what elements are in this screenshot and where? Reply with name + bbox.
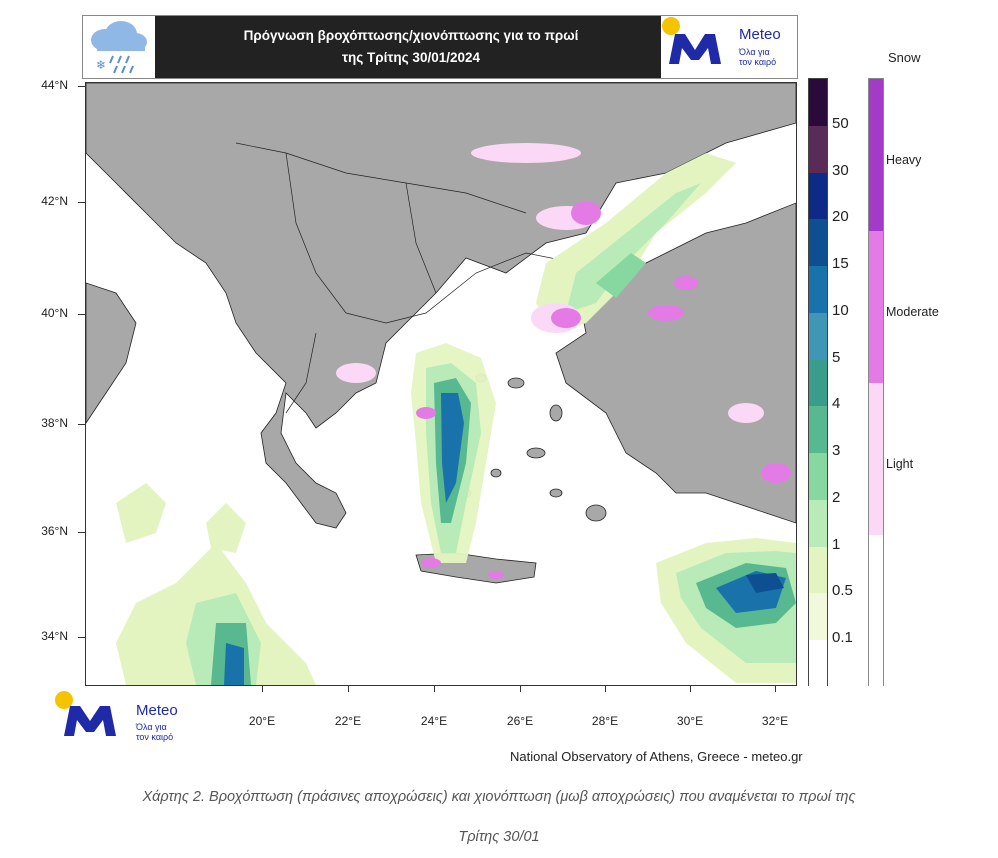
figure-caption-line-2: Τρίτης 30/01	[458, 829, 540, 845]
lat-label-40: 40°N	[41, 306, 68, 320]
lat-label-36: 36°N	[41, 524, 68, 538]
precip-colorbar	[808, 78, 828, 688]
meteo-logo-icon	[55, 691, 116, 736]
rain-southwest	[116, 483, 316, 685]
precip-colorbar-segment	[809, 593, 827, 641]
meteo-logo-icon	[662, 17, 721, 64]
lon-tick	[434, 686, 435, 692]
precip-colorbar-segment	[809, 219, 827, 267]
meteo-tagline-1: Όλα για	[739, 47, 770, 57]
lat-tick	[78, 532, 85, 533]
snow-label-moderate: Moderate	[886, 305, 939, 319]
precip-colorbar-segment	[809, 359, 827, 407]
meteo-logo-bottom: Meteo Όλα για τον καιρό	[50, 690, 210, 742]
lat-tick	[78, 202, 85, 203]
forecast-map	[85, 82, 797, 686]
lat-tick	[78, 86, 85, 87]
title-line-2: της Τρίτης 30/01/2024	[342, 50, 480, 65]
precip-colorbar-segment	[809, 499, 827, 548]
precip-colorbar-label: 3	[832, 442, 841, 460]
meteo-brand-name: Meteo	[739, 26, 781, 43]
meteo-tagline-2: τον καιρό	[739, 57, 777, 67]
meteo-logo-top: Meteo Όλα για τον καιρό	[661, 16, 797, 78]
lon-tick	[775, 686, 776, 692]
lon-tick	[605, 686, 606, 692]
header-banner: ❄ Πρόγνωση βροχόπτωσης/χιονόπτωσης για τ…	[82, 15, 798, 79]
precip-colorbar-label: 15	[832, 255, 849, 273]
rain-aegean	[411, 343, 496, 563]
precip-colorbar-segment	[809, 172, 827, 220]
lat-label-38: 38°N	[41, 416, 68, 430]
precip-colorbar-label: 30	[832, 161, 849, 179]
lon-label-24: 24°E	[420, 714, 448, 728]
precip-colorbar-label: 0.1	[832, 629, 853, 647]
precip-colorbar-segment	[809, 453, 827, 501]
lon-label-22: 22°E	[334, 714, 362, 728]
snow-colorbar-segment	[869, 79, 883, 232]
precip-colorbar-segment	[809, 406, 827, 454]
italy-land	[86, 282, 137, 424]
precip-colorbar-label: 10	[832, 301, 849, 319]
meteo-tagline-2-bottom: τον καιρό	[136, 732, 174, 742]
lat-tick	[78, 637, 85, 638]
balkans-land	[86, 83, 796, 529]
precip-colorbar-label: 20	[832, 208, 849, 226]
precip-colorbar-label: 0.5	[832, 582, 853, 600]
lon-tick	[520, 686, 521, 692]
precip-colorbar-segment	[809, 546, 827, 594]
precip-colorbar-label: 50	[832, 114, 849, 132]
lat-tick	[78, 424, 85, 425]
snow-label-heavy: Heavy	[886, 153, 922, 167]
precip-colorbar-segment	[809, 79, 827, 127]
precip-colorbar-label: 5	[832, 348, 841, 366]
lon-tick	[690, 686, 691, 692]
snow-colorbar-segment	[869, 535, 883, 688]
precip-colorbar-label: 2	[832, 488, 841, 506]
title-line-1: Πρόγνωση βροχόπτωσης/χιονόπτωσης για το …	[243, 28, 579, 43]
precip-colorbar-segment	[809, 266, 827, 314]
meteo-brand-name-bottom: Meteo	[136, 702, 178, 719]
rain-thrace	[536, 153, 736, 333]
precip-colorbar-label: 1	[832, 535, 841, 553]
lon-label-26: 26°E	[506, 714, 534, 728]
snow-moderate-areas	[336, 143, 791, 579]
meteo-tagline-1-bottom: Όλα για	[136, 722, 167, 732]
lon-tick	[348, 686, 349, 692]
snow-colorbar	[868, 78, 884, 688]
rain-southeast	[656, 538, 796, 683]
svg-text:❄: ❄	[96, 58, 106, 72]
precip-colorbar-segment	[809, 312, 827, 361]
map-title: Πρόγνωση βροχόπτωσης/χιονόπτωσης για το …	[155, 16, 667, 78]
lat-label-34: 34°N	[41, 629, 68, 643]
lat-tick	[78, 314, 85, 315]
snow-label-light: Light	[886, 457, 914, 471]
snow-colorbar-segment	[869, 383, 883, 536]
lon-label-28: 28°E	[591, 714, 619, 728]
precip-colorbar-segment	[809, 640, 827, 688]
figure-caption-line-1: Χάρτης 2. Βροχόπτωση (πράσινες αποχρώσει…	[142, 789, 856, 805]
source-credit: National Observatory of Athens, Greece -…	[510, 749, 803, 764]
lat-label-42: 42°N	[41, 194, 68, 208]
lon-label-20: 20°E	[248, 714, 276, 728]
lon-tick	[262, 686, 263, 692]
precip-colorbar-label: 4	[832, 395, 841, 413]
precip-colorbar-segment	[809, 125, 827, 174]
lon-label-32: 32°E	[761, 714, 789, 728]
lat-label-44: 44°N	[41, 78, 68, 92]
snow-legend-title: Snow	[888, 50, 921, 65]
snow-colorbar-segment	[869, 231, 883, 384]
lon-label-30: 30°E	[676, 714, 704, 728]
rain-snow-cloud-icon: ❄	[83, 16, 155, 78]
